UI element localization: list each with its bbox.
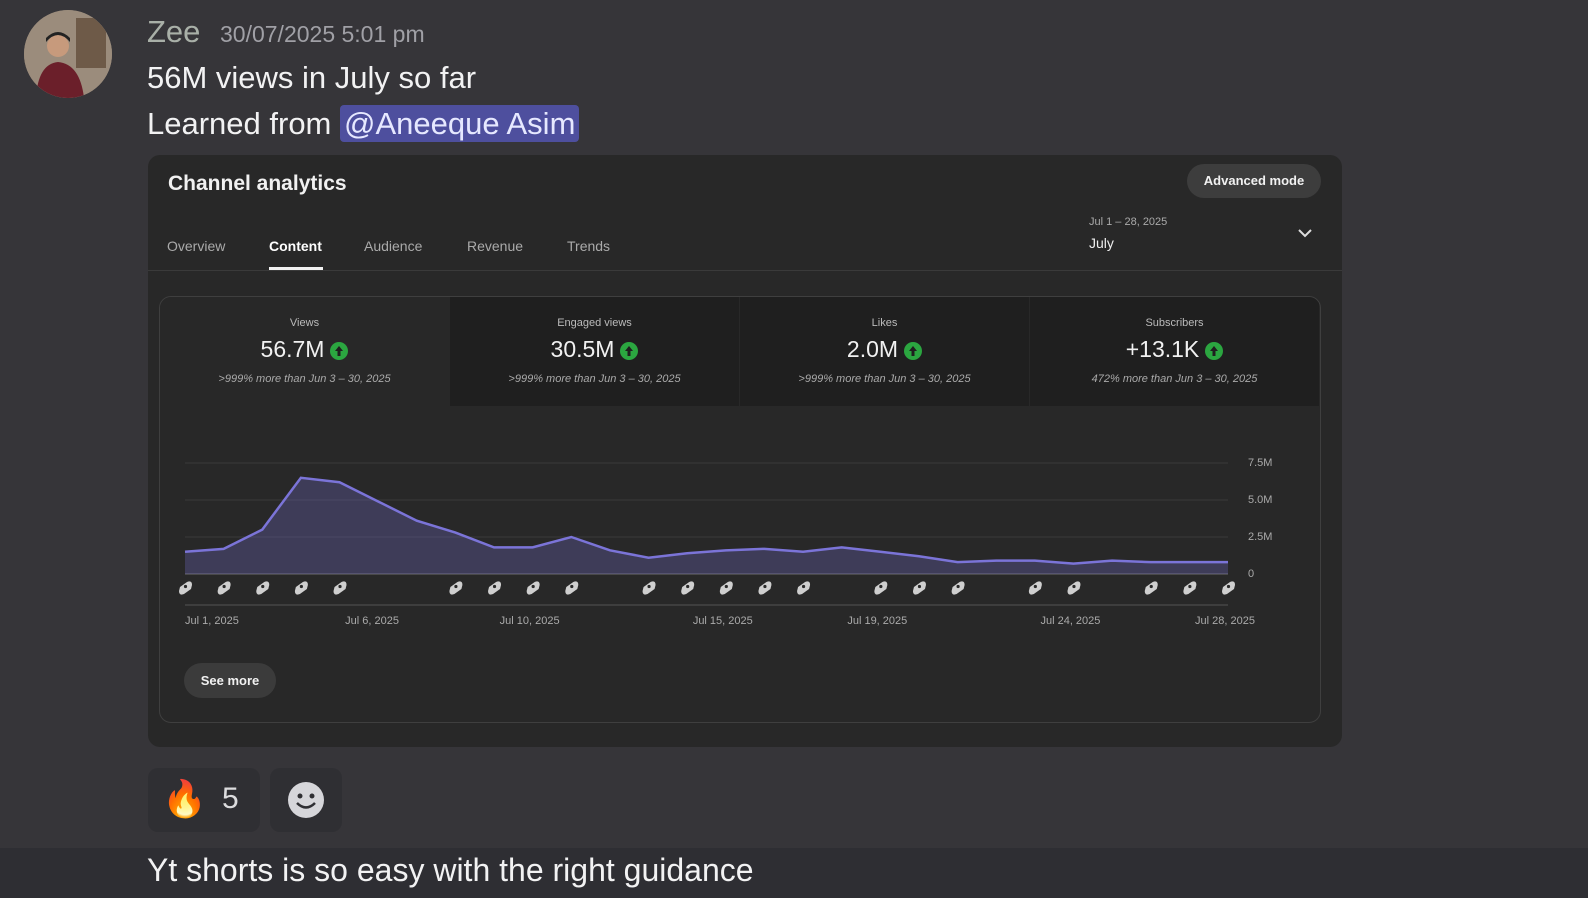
shorts-icon-dot	[338, 584, 342, 589]
tab-underline	[269, 267, 323, 270]
x-tick-label: Jul 19, 2025	[847, 615, 907, 627]
shorts-icon-dot	[763, 584, 767, 589]
shorts-icon-dot	[1188, 584, 1192, 589]
mention[interactable]: @Aneeque Asim	[340, 105, 580, 142]
up-icon	[620, 341, 639, 360]
metric-value: +13.1K	[1030, 336, 1319, 363]
tab[interactable]: Revenue	[467, 238, 524, 254]
author-name[interactable]: Zee	[147, 14, 201, 49]
shorts-icon-dot	[801, 584, 806, 589]
date-label[interactable]: July	[1089, 235, 1114, 251]
metric-value: 30.5M	[450, 336, 739, 363]
see-more-button[interactable]: See more	[184, 663, 276, 698]
shorts-icon-dot	[531, 584, 535, 589]
x-tick-label: Jul 24, 2025	[1040, 615, 1100, 627]
shorts-icon-dot	[917, 584, 922, 589]
metric-comparison: 472% more than Jun 3 – 30, 2025	[1091, 373, 1258, 385]
y-tick-label: 0	[1248, 568, 1254, 580]
shorts-icon-dot	[879, 584, 883, 589]
shorts-icon-dot	[1149, 584, 1153, 589]
reaction-count: 5	[222, 782, 239, 815]
tab[interactable]: Content	[269, 238, 322, 254]
shorts-icon-dot	[686, 584, 690, 589]
metric-comparison: >999% more than Jun 3 – 30, 2025	[798, 373, 971, 385]
metric-comparison: >999% more than Jun 3 – 30, 2025	[508, 373, 681, 385]
message-line: Learned from @Aneeque Asim	[147, 105, 580, 142]
area	[185, 477, 1228, 574]
shorts-icon-dot	[647, 584, 651, 589]
metric-comparison: >999% more than Jun 3 – 30, 2025	[218, 373, 391, 385]
shorts-icon-dot	[222, 584, 226, 589]
chart: 0 2.5M 5.0M 7.5M Jul 1, 2025 Jul 6, 2025 Jul 1…	[179, 457, 1272, 627]
shorts-icon-dot	[454, 584, 458, 589]
up-icon	[1205, 341, 1224, 360]
line	[184, 476, 1228, 565]
up-icon	[330, 341, 349, 360]
shorts-icon-dot	[570, 584, 574, 589]
x-tick-label: Jul 1, 2025	[185, 615, 239, 627]
shorts-icon-dot	[724, 584, 728, 589]
add-reaction-button[interactable]	[270, 768, 342, 832]
timestamp: 30/07/2025 5:01 pm	[220, 21, 425, 47]
shorts-icon-dot	[956, 584, 960, 589]
up-icon	[904, 341, 923, 360]
avatar-image	[24, 10, 112, 98]
metrics-panel: Views 56.7M >999% more than Jun 3 – 30, 20…	[159, 296, 1321, 723]
tab[interactable]: Trends	[567, 238, 611, 254]
embed-image[interactable]: Channel analytics Advanced mode Overview…	[148, 155, 1342, 747]
panel-title: Channel analytics	[168, 172, 347, 195]
metric-value: 56.7M	[160, 336, 449, 363]
shorts-icon-dot	[299, 584, 303, 589]
smiley-icon	[288, 782, 324, 818]
metric-tile[interactable]: Likes 2.0M >999% more than Jun 3 – 30, 202…	[740, 297, 1029, 406]
message-line: 56M views in July so far	[147, 60, 477, 95]
metric-number: 30.5M	[550, 336, 615, 362]
metric-value: 2.0M	[740, 336, 1029, 363]
metric-number: +13.1K	[1125, 336, 1200, 362]
date-range: Jul 1 – 28, 2025	[1089, 216, 1168, 228]
x-tick-label: Jul 10, 2025	[500, 615, 560, 627]
metric-label: Likes	[871, 317, 898, 329]
next-message: Yt shorts is so easy with the right guid…	[147, 852, 754, 888]
reaction[interactable]: 🔥 5	[148, 768, 260, 832]
message-text: Learned from	[147, 106, 332, 141]
shorts-icon-dot	[1033, 584, 1037, 589]
y-tick-label: 5.0M	[1248, 494, 1272, 506]
metric-number: 56.7M	[260, 336, 325, 362]
metric-number: 2.0M	[846, 336, 899, 362]
metric-tile[interactable]: Subscribers +13.1K 472% more than Jun 3 – …	[1030, 297, 1319, 406]
metric-label: Subscribers	[1145, 317, 1204, 329]
reaction-emoji: 🔥	[162, 778, 207, 819]
tab[interactable]: Overview	[167, 238, 226, 254]
y-tick-label: 7.5M	[1248, 457, 1272, 469]
x-tick-label: Jul 6, 2025	[345, 615, 399, 627]
shorts-icon-dot	[1072, 584, 1076, 589]
shorts-icon-dot	[183, 584, 188, 589]
dropdown-icon[interactable]	[1296, 227, 1314, 241]
x-tick-label: Jul 28, 2025	[1195, 615, 1255, 627]
tab[interactable]: Audience	[364, 238, 423, 254]
shorts-icon-dot	[492, 584, 497, 589]
metric-tile[interactable]: Views 56.7M >999% more than Jun 3 – 30, 20…	[160, 297, 449, 406]
metric-tile[interactable]: Engaged views 30.5M >999% more than Jun 3 …	[450, 297, 739, 406]
y-tick-label: 2.5M	[1248, 531, 1272, 543]
metric-label: Engaged views	[557, 317, 632, 329]
metric-label: Views	[289, 317, 320, 329]
shorts-icon-dot	[1226, 584, 1231, 589]
divider	[148, 270, 1342, 271]
avatar[interactable]	[24, 10, 112, 98]
x-tick-label: Jul 15, 2025	[693, 615, 753, 627]
advanced-mode-button[interactable]: Advanced mode	[1187, 164, 1321, 198]
next-message-background	[0, 848, 1588, 898]
shorts-icon-dot	[261, 584, 265, 589]
